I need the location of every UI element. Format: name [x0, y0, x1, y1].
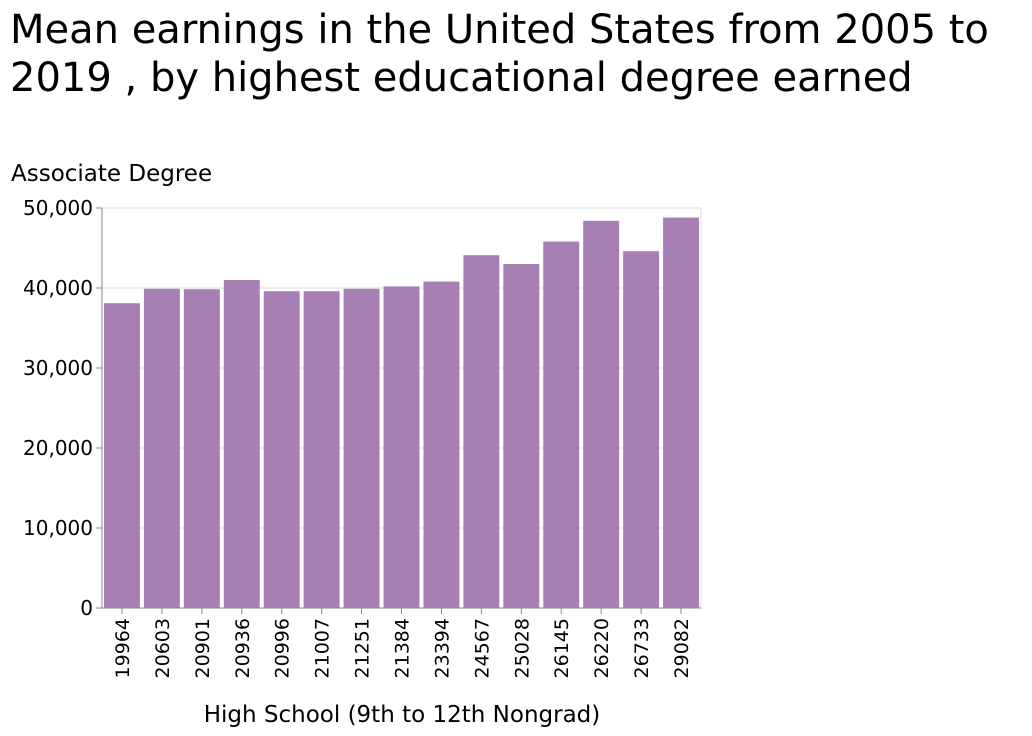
- bar-24567: [463, 255, 500, 608]
- bar-20901: [183, 289, 220, 608]
- x-tick-label: 26220: [591, 618, 613, 678]
- x-tick-label: 21384: [392, 618, 414, 678]
- y-tick-label: 20,000: [23, 436, 93, 460]
- y-tick-label: 50,000: [23, 196, 93, 220]
- x-tick-label: 21251: [352, 618, 374, 678]
- bar-19964: [104, 303, 140, 608]
- bar-21251: [343, 288, 380, 608]
- x-tick-label: 21007: [312, 618, 334, 678]
- bar-21384: [383, 286, 420, 608]
- x-tick-label: 29082: [671, 618, 693, 678]
- y-tick-label: 40,000: [23, 276, 93, 300]
- x-axis-label: High School (9th to 12th Nongrad): [204, 702, 601, 728]
- bar-29082: [663, 217, 699, 608]
- bar-20936: [223, 280, 260, 608]
- chart-title: Mean earnings in the United States from …: [10, 7, 989, 101]
- bar-25028: [503, 264, 540, 608]
- bar-26220: [583, 220, 620, 609]
- x-tick-label: 26145: [551, 618, 573, 678]
- bar-21007: [303, 291, 340, 608]
- x-tick-label: 24567: [471, 618, 493, 678]
- x-tick-label: 20996: [272, 618, 294, 678]
- y-tick-label: 0: [80, 596, 93, 620]
- bar-26145: [543, 241, 580, 608]
- x-tick-label: 25028: [511, 618, 533, 678]
- y-tick-label: 30,000: [23, 356, 93, 380]
- x-tick-label: 19964: [112, 618, 134, 678]
- bar-20603: [143, 288, 180, 608]
- x-axis-ticks: 19964 20603 20901 20936 20996 21007 21251 21384…: [112, 608, 693, 678]
- x-tick-label: 26733: [631, 618, 653, 678]
- y-tick-label: 10,000: [23, 516, 93, 540]
- y-axis-label: Associate Degree: [11, 161, 212, 187]
- bar-20996: [263, 291, 300, 608]
- y-axis-ticks: 0 10,000 20,000 30,000 40,000 50,000: [23, 196, 102, 620]
- x-tick-label: 20901: [192, 618, 214, 678]
- bar-26733: [623, 251, 660, 608]
- x-tick-label: 20936: [232, 618, 254, 678]
- bars: [104, 217, 699, 609]
- bar-23394: [423, 281, 460, 608]
- x-tick-label: 20603: [152, 618, 174, 678]
- x-tick-label: 23394: [431, 618, 453, 678]
